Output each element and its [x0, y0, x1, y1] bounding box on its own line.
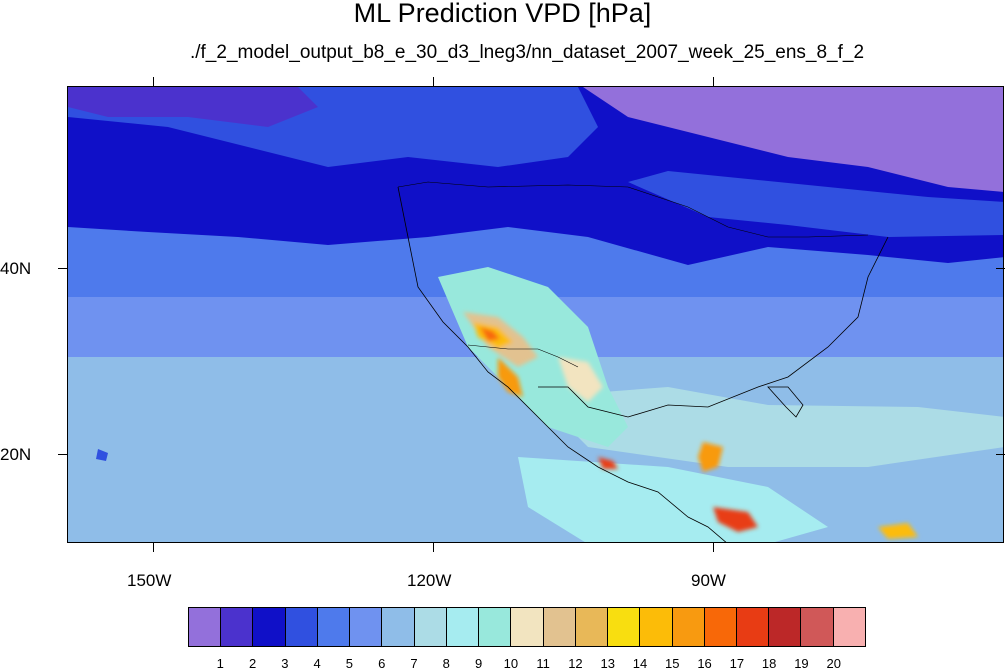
- colorbar-label: 14: [632, 656, 648, 671]
- colorbar-swatch: [479, 608, 512, 646]
- x-tick-120w: [433, 543, 434, 552]
- map-title: ML Prediction VPD [hPa]: [353, 0, 652, 28]
- colorbar: [188, 607, 866, 647]
- colorbar-swatch: [285, 608, 318, 646]
- colorbar-swatch: [801, 608, 834, 646]
- colorbar-labels: 1 2 3 4 5 6 7 8 9 10 11 12 13 14 15 16 17 18 19 20: [188, 656, 866, 672]
- x-tick-top-120w: [433, 77, 434, 86]
- border-us-canada: [397, 181, 869, 238]
- colorbar-label: 16: [697, 656, 712, 671]
- map-subtitle: ./f_2_model_output_b8_e_30_d3_lneg3/nn_d…: [189, 42, 865, 63]
- colorbar-label: 2: [248, 656, 257, 671]
- colorbar-swatch: [672, 608, 705, 646]
- x-label-150w: 150W: [127, 571, 172, 590]
- y-label-20n: 20N: [0, 445, 32, 464]
- colorbar-label: 19: [794, 656, 809, 671]
- y-tick-right-20n: [996, 454, 1005, 455]
- y-label-40n: 40N: [0, 259, 32, 278]
- colorbar-label: 20: [826, 656, 841, 671]
- colorbar-label: 5: [345, 656, 354, 671]
- border-us-mexico: [467, 344, 579, 368]
- x-tick-150w: [153, 543, 154, 552]
- colorbar-swatch: [350, 608, 383, 646]
- colorbar-swatch: [317, 608, 351, 646]
- colorbar-label: 9: [474, 656, 483, 671]
- colorbar-label: 13: [600, 656, 615, 671]
- colorbar-label: 3: [281, 656, 289, 671]
- field-hotspot-b: [480, 327, 500, 341]
- y-tick-40n: [58, 268, 67, 269]
- colorbar-swatch: [414, 608, 447, 646]
- colorbar-label: 7: [410, 656, 418, 671]
- colorbar-swatch: [833, 608, 865, 646]
- field-baja: [498, 357, 523, 397]
- colorbar-swatch: [704, 608, 737, 646]
- x-tick-90w: [713, 543, 714, 552]
- x-label-90w: 90W: [691, 571, 726, 590]
- colorbar-label: 4: [313, 656, 321, 671]
- colorbar-label: 6: [378, 656, 386, 671]
- vpd-field: [68, 87, 1003, 542]
- colorbar-label: 12: [568, 656, 583, 671]
- colorbar-swatch: [189, 608, 222, 646]
- vpd-map: [67, 86, 1004, 543]
- field-hotspot-d: [698, 442, 723, 472]
- x-label-120w: 120W: [407, 571, 452, 590]
- colorbar-swatch: [640, 608, 673, 646]
- colorbar-swatch: [221, 608, 254, 646]
- colorbar-label: 1: [216, 656, 224, 671]
- colorbar-label: 15: [665, 656, 680, 671]
- colorbar-swatch: [253, 608, 286, 646]
- y-tick-20n: [58, 454, 67, 455]
- field-hotspot-e: [713, 507, 758, 532]
- colorbar-swatch: [575, 608, 609, 646]
- x-tick-top-90w: [713, 77, 714, 86]
- field-hotspot-c: [598, 457, 618, 469]
- coastline-florida: [767, 386, 804, 418]
- field-alaska: [68, 87, 318, 127]
- field-canada-low: [583, 87, 1003, 192]
- colorbar-swatch: [446, 608, 480, 646]
- colorbar-label: 10: [503, 656, 519, 671]
- colorbar-swatch: [382, 608, 415, 646]
- colorbar-label: 8: [442, 656, 450, 671]
- colorbar-swatch: [608, 608, 641, 646]
- field-gulf-band: [538, 387, 1003, 467]
- colorbar-swatch: [511, 608, 544, 646]
- colorbar-swatch: [543, 608, 576, 646]
- field-great-lakes: [628, 171, 1003, 237]
- x-tick-top-150w: [153, 77, 154, 86]
- field-hotspot-f: [878, 523, 918, 539]
- coastline-west: [397, 186, 727, 542]
- field-hawaii: [96, 449, 108, 461]
- colorbar-swatch: [769, 608, 802, 646]
- colorbar-swatch: [736, 608, 770, 646]
- colorbar-label: 17: [729, 656, 745, 671]
- colorbar-label: 18: [761, 656, 777, 671]
- y-tick-right-40n: [996, 268, 1005, 269]
- coastline-gulf-east: [538, 236, 889, 418]
- colorbar-label: 11: [536, 656, 550, 671]
- field-chihuahua: [558, 357, 603, 402]
